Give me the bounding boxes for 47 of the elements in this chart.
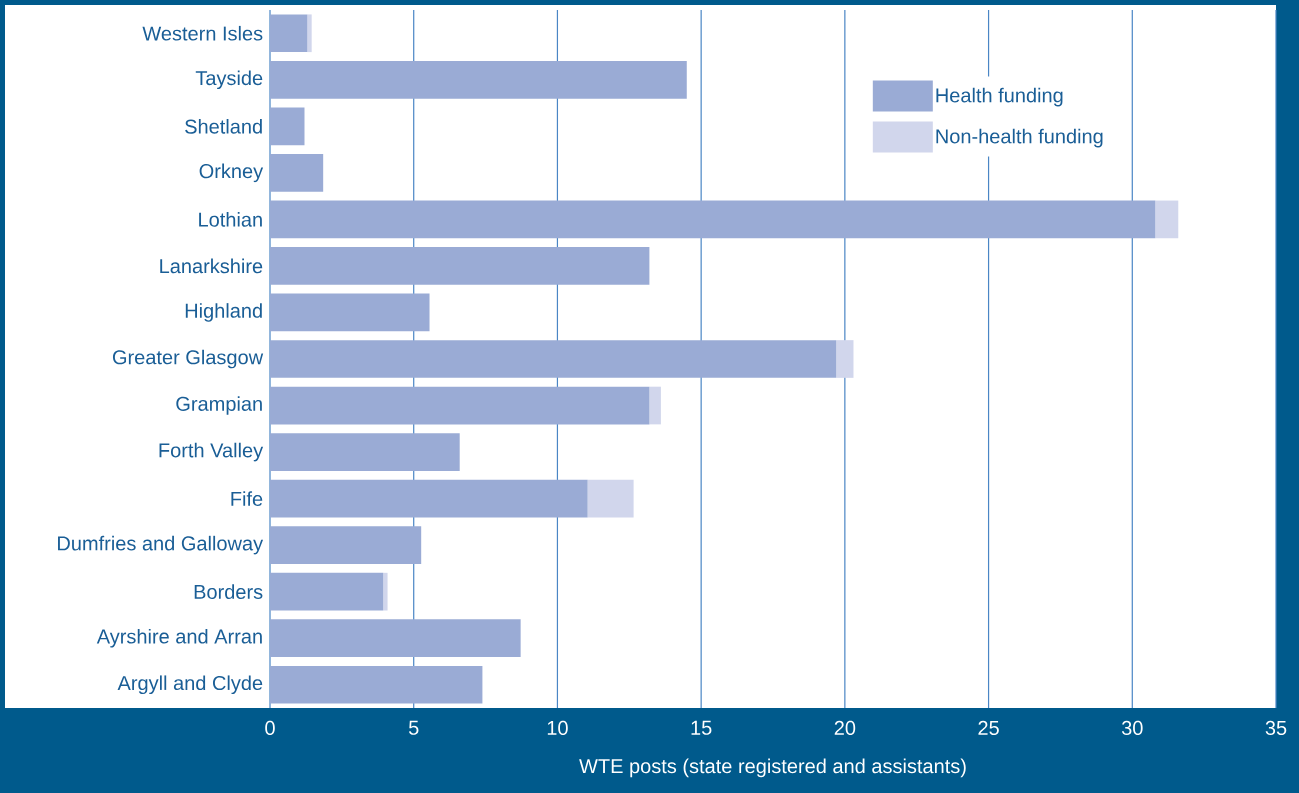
x-tick-label: 10	[547, 720, 568, 736]
bar	[270, 619, 521, 658]
bar	[836, 340, 854, 378]
legend-label: Non-health funding	[936, 128, 1103, 148]
bar	[270, 433, 460, 471]
bar	[270, 247, 650, 285]
y-tick-label: Grampian	[176, 396, 262, 415]
bar	[270, 665, 483, 704]
y-tick-label: Fife	[231, 491, 263, 506]
x-tick-label: 5	[408, 720, 419, 735]
y-tick-label: Highland	[185, 303, 262, 322]
bar	[649, 386, 661, 425]
y-tick-label: Forth Valley	[159, 442, 264, 462]
x-tick-label: 15	[691, 720, 712, 735]
legend-label: Health funding	[936, 87, 1063, 107]
bar	[270, 572, 384, 611]
y-tick-label: Orkney	[199, 163, 264, 183]
x-tick-label: 20	[834, 720, 856, 736]
bar	[1155, 200, 1179, 239]
bar	[587, 479, 634, 518]
bar	[270, 107, 305, 146]
y-tick-label: Tayside	[195, 70, 263, 90]
bar	[270, 154, 324, 192]
y-tick-label: Western Isles	[142, 25, 263, 41]
bar	[270, 526, 422, 564]
x-tick-label: 25	[978, 720, 999, 736]
x-tick-label: 30	[1121, 720, 1143, 736]
y-tick-label: Ayrshire and Arran	[96, 628, 262, 648]
x-axis-title: WTE posts (state registered and assistants)	[579, 758, 966, 778]
bar	[270, 386, 650, 425]
x-tick-label: 35	[1265, 720, 1287, 736]
bar	[270, 479, 588, 518]
bar	[270, 14, 308, 53]
bar	[270, 340, 837, 378]
y-tick-label: Lanarkshire	[160, 258, 263, 274]
y-tick-label: Borders	[194, 584, 263, 600]
y-tick-label: Argyll and Clyde	[117, 675, 263, 695]
y-tick-label: Lothian	[199, 212, 262, 227]
bar	[270, 200, 1156, 239]
bar	[307, 14, 312, 53]
bar	[270, 293, 430, 332]
x-tick-label: 0	[265, 720, 275, 736]
y-tick-label: Greater Glasgow	[112, 349, 264, 369]
bar	[383, 572, 388, 611]
y-tick-label: Shetland	[185, 118, 262, 134]
y-tick-label: Dumfries and Galloway	[58, 535, 264, 555]
bar	[270, 60, 687, 99]
